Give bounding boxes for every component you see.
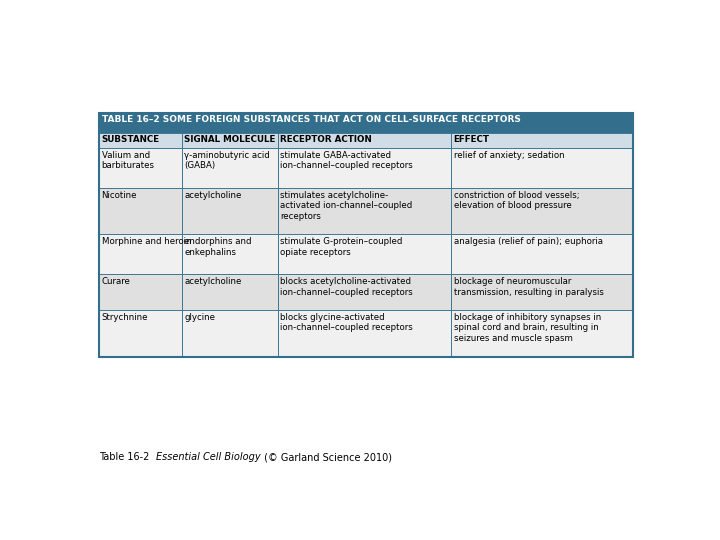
Bar [182,132,278,148]
Bar [182,274,278,309]
Text: glycine: glycine [184,313,215,322]
Text: Essential Cell Biology: Essential Cell Biology [156,453,261,462]
Text: relief of anxiety; sedation: relief of anxiety; sedation [454,151,564,160]
Text: γ-aminobutyric acid
(GABA): γ-aminobutyric acid (GABA) [184,151,270,171]
Text: (© Garland Science 2010): (© Garland Science 2010) [261,453,392,462]
Text: Curare: Curare [102,278,130,286]
Text: SIGNAL MOLECULE: SIGNAL MOLECULE [184,135,276,144]
Bar [99,112,632,357]
Text: stimulates acetylcholine-
activated ion-channel–coupled
receptors: stimulates acetylcholine- activated ion-… [280,191,413,221]
Text: stimulate G-protein–coupled
opiate receptors: stimulate G-protein–coupled opiate recep… [280,237,402,256]
Text: Morphine and heroin: Morphine and heroin [102,237,191,246]
Text: constriction of blood vessels;
elevation of blood pressure: constriction of blood vessels; elevation… [454,191,579,211]
Bar [451,274,632,309]
Bar [99,112,632,132]
Text: RECEPTOR ACTION: RECEPTOR ACTION [280,135,372,144]
Bar [278,188,451,234]
Text: acetylcholine: acetylcholine [184,278,242,286]
Bar [182,148,278,188]
Bar [99,148,182,188]
Bar [99,274,182,309]
Bar [99,309,182,357]
Bar [451,132,632,148]
Bar [451,309,632,357]
Bar [451,148,632,188]
Text: TABLE 16–2 SOME FOREIGN SUBSTANCES THAT ACT ON CELL-SURFACE RECEPTORS: TABLE 16–2 SOME FOREIGN SUBSTANCES THAT … [102,115,521,124]
Bar [99,188,182,234]
Bar [182,234,278,274]
Text: Nicotine: Nicotine [102,191,137,200]
Text: blockage of inhibitory synapses in
spinal cord and brain, resulting in
seizures : blockage of inhibitory synapses in spina… [454,313,600,342]
Bar [278,274,451,309]
Bar [278,148,451,188]
Text: SUBSTANCE: SUBSTANCE [102,135,160,144]
Bar [451,188,632,234]
Bar [99,234,182,274]
Text: blocks glycine-activated
ion-channel–coupled receptors: blocks glycine-activated ion-channel–cou… [280,313,413,332]
Bar [182,188,278,234]
Text: Strychnine: Strychnine [102,313,148,322]
Text: blocks acetylcholine-activated
ion-channel–coupled receptors: blocks acetylcholine-activated ion-chann… [280,278,413,296]
Text: analgesia (relief of pain); euphoria: analgesia (relief of pain); euphoria [454,237,603,246]
Bar [99,132,182,148]
Text: Table 16-2: Table 16-2 [99,453,156,462]
Bar [278,309,451,357]
Text: stimulate GABA-activated
ion-channel–coupled receptors: stimulate GABA-activated ion-channel–cou… [280,151,413,171]
Bar [278,132,451,148]
Bar [451,234,632,274]
Text: blockage of neuromuscular
transmission, resulting in paralysis: blockage of neuromuscular transmission, … [454,278,603,296]
Text: EFFECT: EFFECT [454,135,490,144]
Bar [182,309,278,357]
Text: endorphins and
enkephalins: endorphins and enkephalins [184,237,252,256]
Bar [278,234,451,274]
Text: acetylcholine: acetylcholine [184,191,242,200]
Text: Valium and
barbiturates: Valium and barbiturates [102,151,155,171]
